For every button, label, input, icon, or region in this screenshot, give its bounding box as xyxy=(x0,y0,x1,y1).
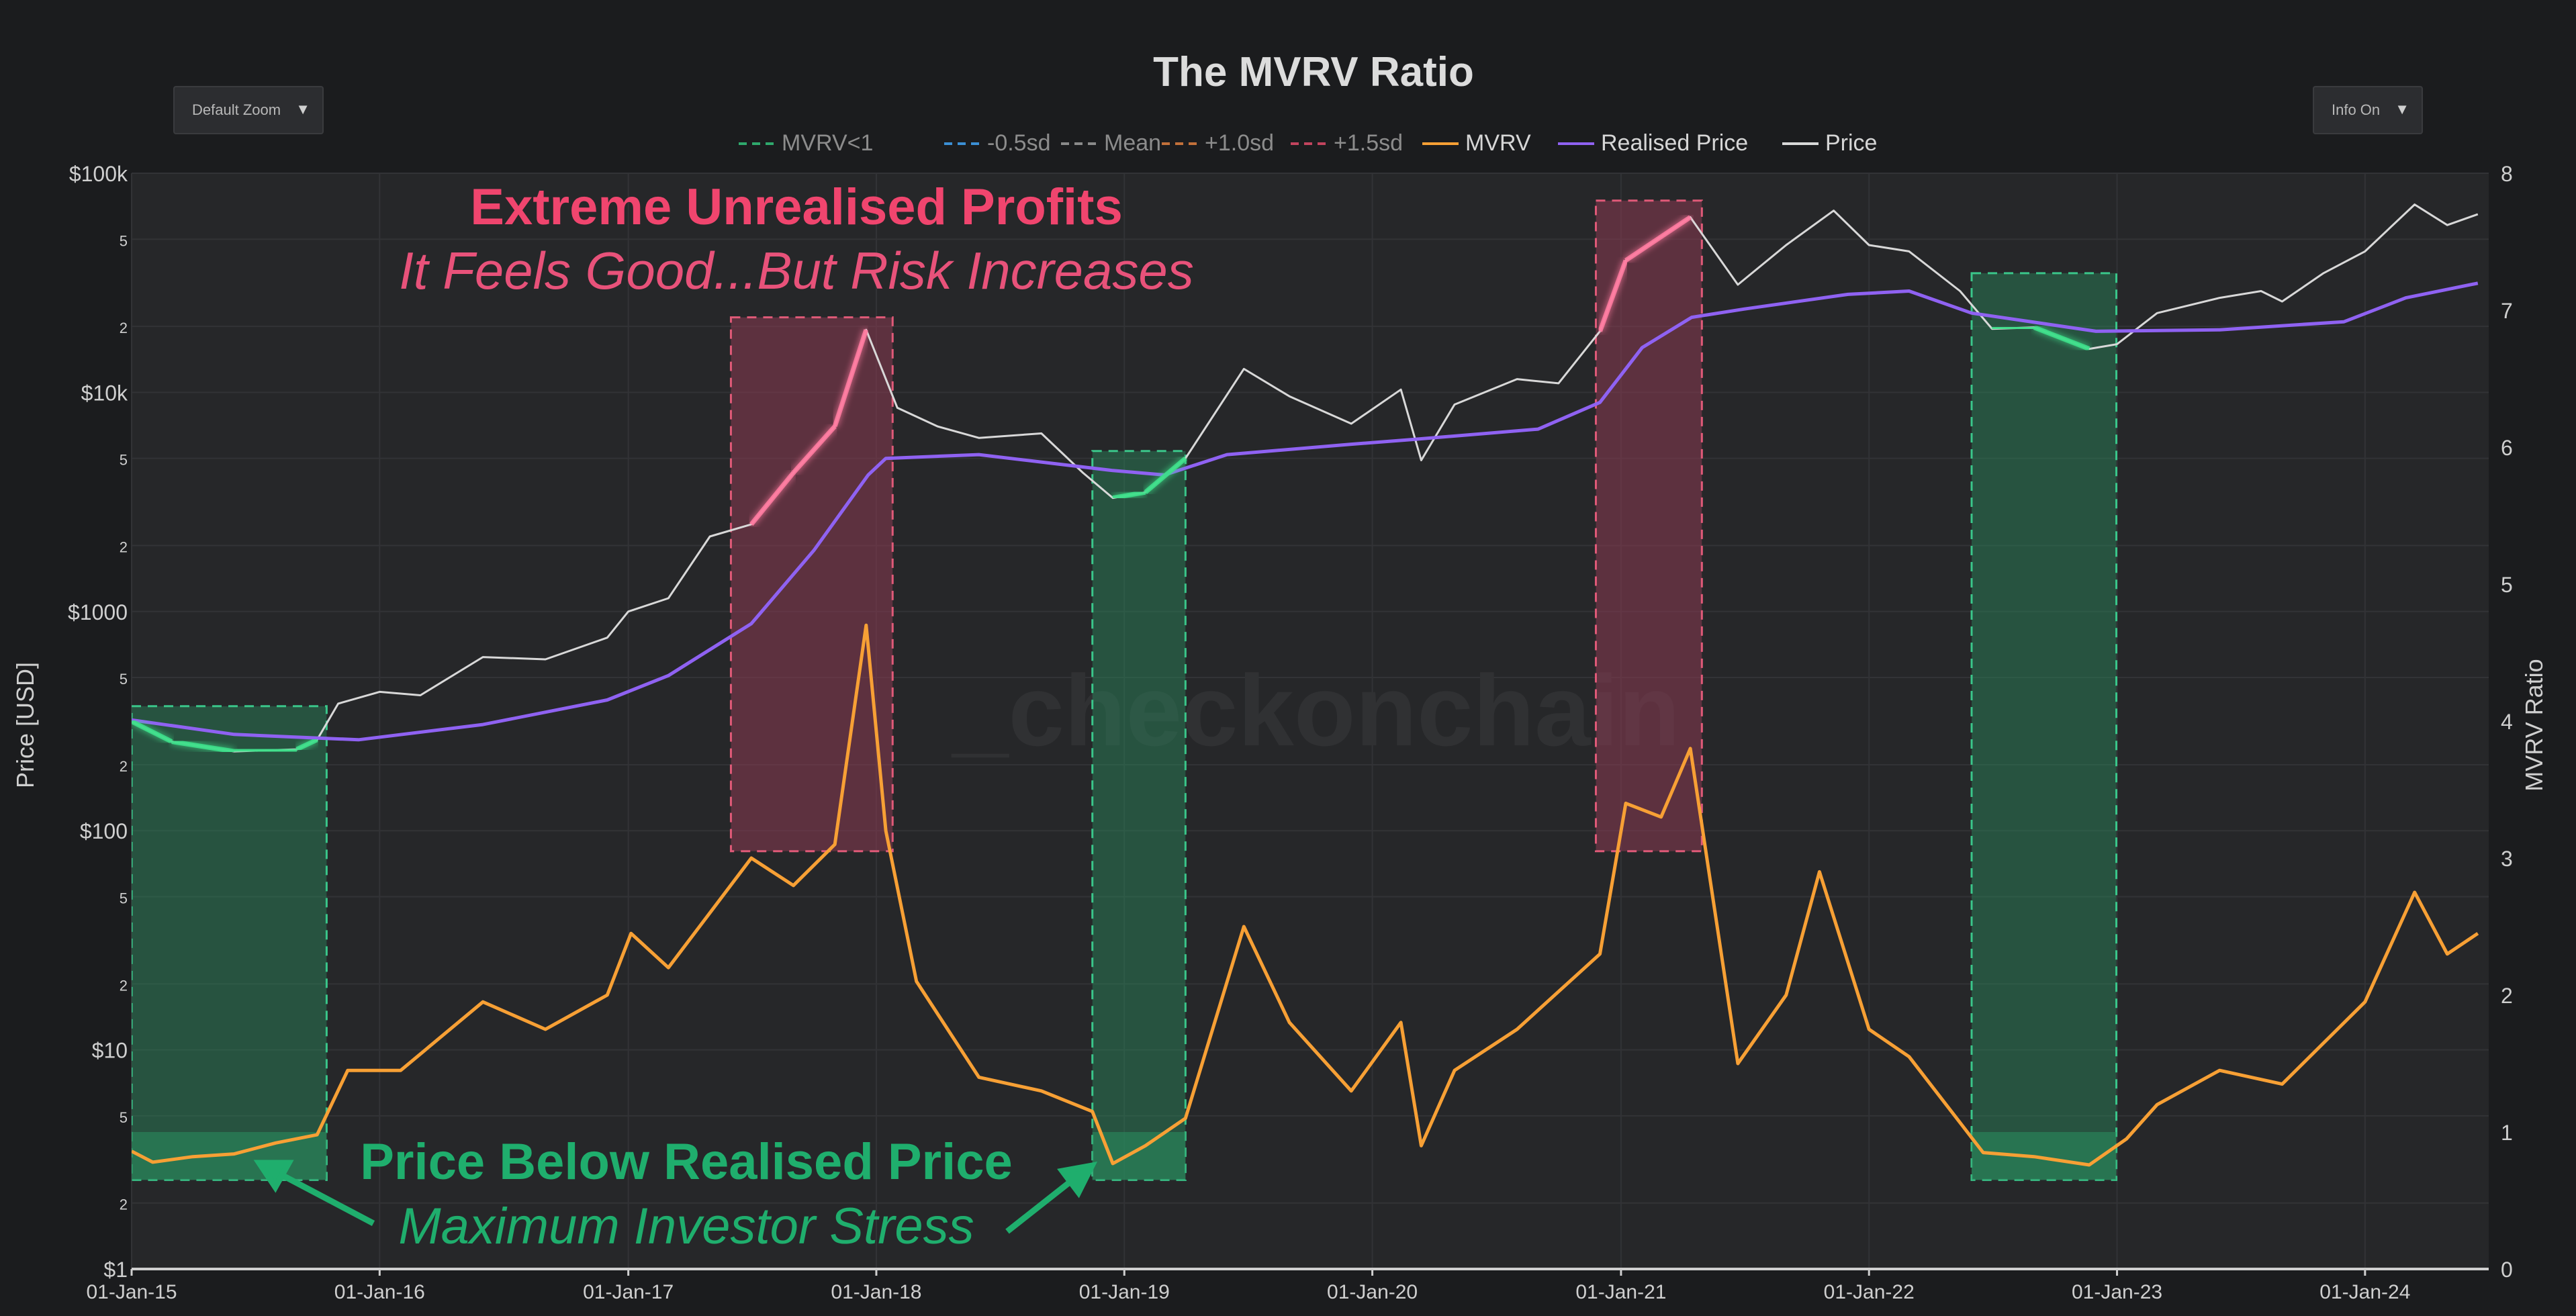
y-left-tick-label: 2 xyxy=(120,977,128,994)
y-right-tick-label: 6 xyxy=(2501,436,2513,460)
stress-arrow-left xyxy=(253,1160,375,1226)
right-axis-ticks: 0 1 2 3 4 5 6 7 8 xyxy=(2501,162,2513,1282)
zone-stress xyxy=(132,705,328,1181)
y-left-tick-label: 5 xyxy=(120,671,128,688)
series-price xyxy=(132,203,2479,753)
price-glow-segment xyxy=(234,747,297,754)
price-glow-segment xyxy=(1624,215,1692,263)
y-left-tick-label: 5 xyxy=(120,232,128,249)
y-left-tick-label: 2 xyxy=(120,539,128,556)
zoom-dropdown[interactable]: Default Zoom ▼ xyxy=(173,86,324,134)
y-left-axis-label: Price [USD] xyxy=(11,662,39,788)
zones xyxy=(132,199,2118,1181)
legend-entry: +1.5sd xyxy=(1334,130,1403,156)
series-realised-price xyxy=(132,281,2479,742)
y-left-tick-label: 2 xyxy=(120,1196,128,1213)
price-glow-segment xyxy=(1112,489,1146,501)
y-right-tick-label: 2 xyxy=(2501,984,2513,1008)
price-glow-segment xyxy=(791,424,837,475)
x-tick-label: 01-Jan-17 xyxy=(583,1281,674,1303)
price-glow-segment xyxy=(832,329,869,428)
y-left-tick-label: $100 xyxy=(80,819,128,843)
y-left-tick-label: $1000 xyxy=(68,600,128,624)
zone-stress-mvrv-band xyxy=(1972,1132,2117,1180)
zone-stress xyxy=(1970,272,2118,1181)
series-mvrv xyxy=(132,623,2479,1167)
legend-entry: Mean xyxy=(1104,130,1161,156)
annotation-max-investor-stress: Maximum Investor Stress xyxy=(398,1198,974,1255)
y-left-tick-label: 2 xyxy=(120,320,128,336)
x-axis-ticks: 01-Jan-15 01-Jan-16 01-Jan-17 01-Jan-18 01-J… xyxy=(86,1269,2410,1303)
x-tick-label: 01-Jan-18 xyxy=(831,1281,921,1303)
grid xyxy=(131,173,2489,1270)
stress-arrow-right xyxy=(1005,1161,1098,1234)
y-left-tick-label: $10 xyxy=(92,1039,128,1063)
y-right-tick-label: 1 xyxy=(2501,1121,2513,1145)
y-left-tick-label: 5 xyxy=(120,452,128,469)
price-glow-segment xyxy=(132,719,173,744)
price-glow-segment xyxy=(171,739,235,754)
annotation-extreme-profits: Extreme Unrealised Profits xyxy=(470,179,1123,236)
zone-stress-mvrv-band xyxy=(1092,1132,1186,1180)
legend-entry: Realised Price xyxy=(1601,130,1748,156)
price-glow-segment xyxy=(749,471,796,526)
y-left-tick-label: 5 xyxy=(120,890,128,906)
zone-profit xyxy=(1594,199,1703,853)
y-right-tick-label: 7 xyxy=(2501,299,2513,323)
chevron-down-icon: ▼ xyxy=(2395,101,2409,117)
annotation-risk-increases: It Feels Good...But Risk Increases xyxy=(399,241,1193,300)
x-tick-label: 01-Jan-22 xyxy=(1824,1281,1915,1303)
y-right-tick-label: 0 xyxy=(2501,1258,2513,1282)
x-tick-label: 01-Jan-16 xyxy=(334,1281,425,1303)
y-left-tick-label: 5 xyxy=(120,1109,128,1126)
price-glow-segment xyxy=(295,737,318,752)
annotation-price-below-realised: Price Below Realised Price xyxy=(360,1133,1013,1190)
x-tick-label: 01-Jan-19 xyxy=(1079,1281,1170,1303)
y-left-tick-label: $100k xyxy=(69,162,128,186)
legend: MVRV<1 -0.5sd Mean +1.0sd +1.5sd MVRV Realised… xyxy=(739,130,1877,156)
y-right-tick-label: 4 xyxy=(2501,710,2513,734)
x-tick-label: 01-Jan-20 xyxy=(1327,1281,1418,1303)
x-tick-label: 01-Jan-15 xyxy=(86,1281,177,1303)
chart-title: The MVRV Ratio xyxy=(1153,49,1474,95)
price-glow-segment xyxy=(1144,456,1187,494)
legend-entry: -0.5sd xyxy=(987,130,1051,156)
zone-stress xyxy=(1091,450,1187,1181)
series-lines xyxy=(132,203,2479,1167)
y-right-tick-label: 8 xyxy=(2501,162,2513,186)
plot-area xyxy=(132,173,2489,1269)
left-axis-ticks: $1 2 5 $10 2 5 $100 2 5 $1000 2 5 $10k 2 5 $100k xyxy=(68,162,128,1282)
zoom-dropdown-label: Default Zoom xyxy=(192,101,281,118)
y-left-tick-label: 2 xyxy=(120,758,128,775)
info-dropdown[interactable]: Info On ▼ xyxy=(2313,86,2423,134)
price-glow-segment xyxy=(1598,259,1628,332)
watermark: _checkonchain xyxy=(951,654,1680,767)
y-left-tick-label: $10k xyxy=(81,381,128,405)
y-right-tick-label: 3 xyxy=(2501,847,2513,871)
y-left-tick-label: $1 xyxy=(103,1258,128,1282)
y-right-tick-label: 5 xyxy=(2501,573,2513,597)
legend-entry: MVRV<1 xyxy=(782,130,873,156)
legend-entry: +1.0sd xyxy=(1205,130,1274,156)
x-tick-label: 01-Jan-21 xyxy=(1575,1281,1666,1303)
y-right-axis-label: MVRV Ratio xyxy=(2520,659,2548,791)
legend-entry: MVRV xyxy=(1465,130,1531,156)
zone-profit xyxy=(729,316,894,853)
x-tick-label: 01-Jan-24 xyxy=(2319,1281,2410,1303)
x-tick-label: 01-Jan-23 xyxy=(2072,1281,2162,1303)
legend-entry: Price xyxy=(1825,130,1877,156)
chevron-down-icon: ▼ xyxy=(295,101,310,117)
price-glow-segment xyxy=(1992,325,2035,332)
info-dropdown-label: Info On xyxy=(2332,101,2381,118)
price-glow-segment xyxy=(2033,325,2090,351)
